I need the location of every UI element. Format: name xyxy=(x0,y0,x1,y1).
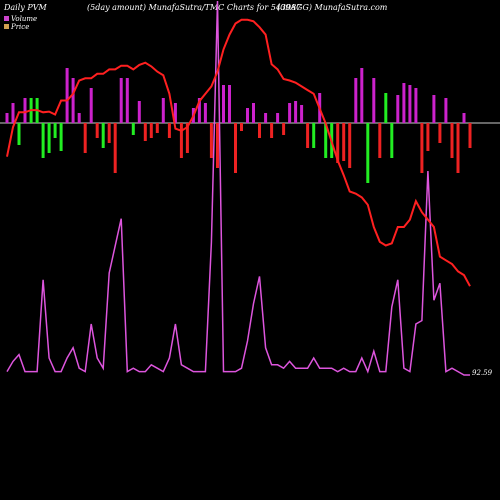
pvm-bar xyxy=(450,123,454,158)
pvm-bar xyxy=(83,123,87,153)
pvm-bar xyxy=(11,103,15,123)
header-mid2: (09AGG) MunafaSutra.com xyxy=(277,3,388,12)
pvm-bar xyxy=(131,123,135,135)
pvm-bar xyxy=(306,123,310,148)
pvm-bar xyxy=(468,123,472,148)
legend-volume-swatch xyxy=(4,16,9,21)
pvm-bar xyxy=(179,123,183,158)
pvm-bar xyxy=(209,123,213,158)
pvm-bar xyxy=(59,123,63,151)
pvm-bar xyxy=(167,123,171,138)
pvm-bar xyxy=(360,68,364,123)
pvm-bar xyxy=(234,123,237,173)
pvm-bar xyxy=(143,123,147,141)
pvm-bar xyxy=(300,105,304,123)
pvm-bar xyxy=(161,98,165,123)
pvm-bar xyxy=(17,123,21,145)
pvm-bar xyxy=(336,123,340,163)
pvm-bar xyxy=(101,123,105,148)
pvm-bar xyxy=(137,101,141,123)
pvm-bar xyxy=(426,123,430,151)
pvm-bar xyxy=(89,88,93,123)
pvm-bar xyxy=(47,123,51,153)
pvm-bar xyxy=(294,101,298,123)
pvm-bar xyxy=(125,78,129,123)
pvm-bar xyxy=(71,78,75,123)
pvm-bar xyxy=(258,123,261,138)
price-last-label: 92.59 xyxy=(472,369,493,377)
pvm-bar xyxy=(5,113,9,123)
pvm-bar xyxy=(348,123,352,168)
pvm-bar xyxy=(216,123,219,168)
pvm-bar xyxy=(414,88,418,123)
pvm-bar xyxy=(276,113,280,123)
pvm-bar xyxy=(246,108,249,123)
pvm-bar xyxy=(462,113,466,123)
pvm-bar xyxy=(402,83,406,123)
pvm-bar xyxy=(53,123,57,138)
pvm-bar xyxy=(264,113,268,123)
pvm-bar xyxy=(282,123,286,135)
pvm-bar xyxy=(23,98,27,123)
header-mid1: (5day amount) MunafaSutra/TMC Charts for… xyxy=(87,3,302,12)
pvm-bar xyxy=(456,123,460,173)
price-line xyxy=(6,18,471,287)
pvm-bar xyxy=(288,103,292,123)
pvm-bar xyxy=(41,123,45,158)
legend-price-label: Price xyxy=(10,23,29,31)
pvm-bar xyxy=(432,95,436,123)
pvm-bar xyxy=(149,123,153,138)
pvm-bar xyxy=(185,123,189,153)
pvm-bar xyxy=(408,85,412,123)
pvm-bar xyxy=(324,123,328,158)
pvm-bar xyxy=(173,103,177,123)
pvm-bar xyxy=(65,68,69,123)
pvm-bar xyxy=(197,98,201,123)
pvm-bar xyxy=(252,103,255,123)
pvm-bar xyxy=(420,123,424,173)
pvm-bar xyxy=(444,98,448,123)
pvm-bars xyxy=(5,68,472,183)
header-left: Daily PVM xyxy=(3,3,48,12)
pvm-bar xyxy=(113,123,117,173)
pvm-bar xyxy=(155,123,159,133)
pvm-bar xyxy=(354,78,358,123)
pvm-bar xyxy=(372,78,376,123)
pvm-bar xyxy=(240,123,243,131)
pvm-bar xyxy=(342,123,346,161)
pvm-bar xyxy=(107,123,111,143)
pvm-bar xyxy=(203,103,207,123)
pvm-bar xyxy=(366,123,370,183)
pvm-bar xyxy=(119,78,123,123)
pvm-bar xyxy=(312,123,316,148)
legend-price-swatch xyxy=(4,24,9,29)
pvm-bar xyxy=(95,123,99,138)
legend-volume-label: Volume xyxy=(11,15,37,23)
volume-line xyxy=(6,0,470,376)
pvm-bar xyxy=(222,85,225,123)
pvm-bar xyxy=(384,93,388,123)
pvm-bar xyxy=(390,123,394,158)
pvm-bar xyxy=(270,123,274,138)
pvm-bar xyxy=(378,123,382,158)
pvm-bar xyxy=(396,95,400,123)
pvm-bar xyxy=(228,85,231,123)
pvm-bar xyxy=(438,123,442,143)
pvm-bar xyxy=(77,113,81,123)
